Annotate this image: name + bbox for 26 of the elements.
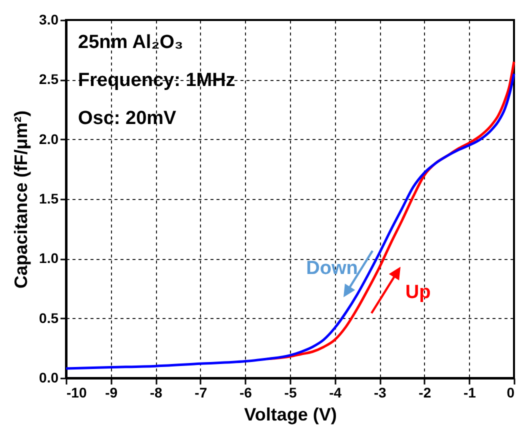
y-tick-label: 3.0 [39, 12, 59, 28]
annotation: 25nm Al₂O₃ [78, 32, 184, 53]
y-tick-label: 2.5 [39, 71, 59, 88]
x-tick-label: -6 [239, 384, 252, 400]
y-tick-label: 0.5 [39, 310, 59, 326]
annotation: Osc: 20mV [78, 108, 177, 129]
x-tick-label: -1 [463, 384, 476, 400]
x-tick-label: -7 [194, 384, 208, 400]
y-tick-label: 2.0 [39, 130, 59, 147]
x-tick-label: -4 [329, 384, 342, 400]
x-tick-label: -2 [418, 384, 432, 400]
y-tick-label: 0.0 [39, 370, 59, 386]
x-tick-label: -10 [66, 384, 87, 400]
y-axis-title: Capacitance (fF/μm²) [11, 110, 32, 289]
y-tick-label: 1.0 [39, 250, 59, 266]
line-series [64, 72, 516, 370]
x-tick-label: -9 [105, 384, 118, 400]
x-tick-label: -3 [374, 384, 387, 400]
annotation: Up [405, 282, 431, 303]
annotation: Frequency: 1MHz [78, 70, 236, 91]
x-tick-label: -8 [150, 384, 163, 400]
x-axis-title: Voltage (V) [244, 404, 337, 424]
x-tick-label: 0 [506, 384, 515, 400]
x-tick-label: -5 [284, 384, 297, 400]
annotation: Down [306, 258, 358, 279]
y-tick-label: 1.5 [39, 190, 59, 206]
